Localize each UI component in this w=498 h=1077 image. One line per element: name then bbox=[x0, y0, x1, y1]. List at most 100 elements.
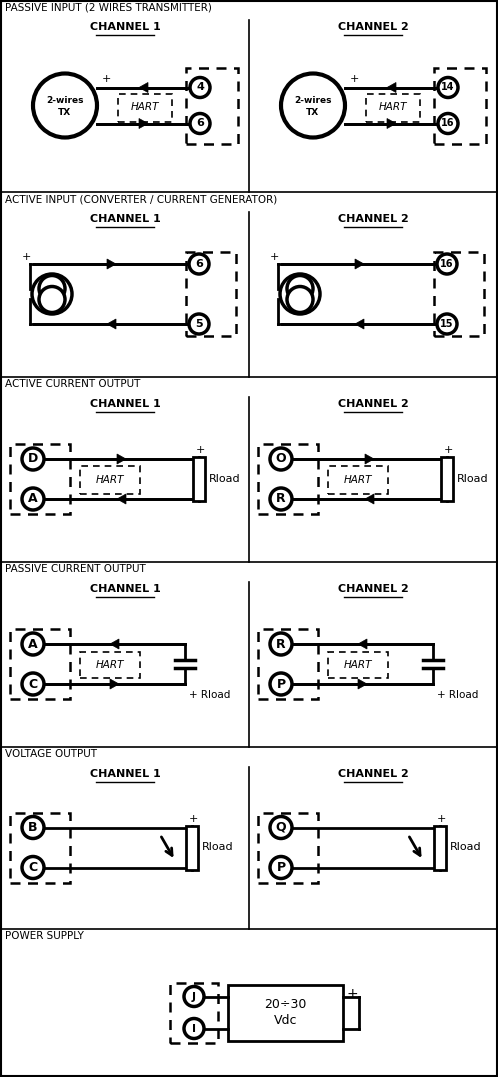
Circle shape bbox=[39, 276, 65, 302]
Bar bbox=[258, 629, 318, 699]
Circle shape bbox=[287, 276, 313, 302]
Circle shape bbox=[270, 448, 292, 470]
Text: 2-wires: 2-wires bbox=[294, 96, 332, 104]
Text: +: + bbox=[444, 445, 453, 454]
Text: HART: HART bbox=[131, 102, 159, 112]
Text: +: + bbox=[196, 445, 205, 454]
Polygon shape bbox=[355, 319, 364, 328]
Text: O: O bbox=[276, 452, 286, 465]
Bar bbox=[118, 94, 172, 122]
Text: CHANNEL 1: CHANNEL 1 bbox=[90, 584, 160, 595]
Text: HART: HART bbox=[96, 475, 124, 485]
Text: R: R bbox=[276, 638, 286, 651]
Text: PASSIVE CURRENT OUTPUT: PASSIVE CURRENT OUTPUT bbox=[5, 564, 146, 574]
Text: TX: TX bbox=[58, 108, 72, 117]
Bar bbox=[193, 457, 205, 501]
Text: PASSIVE INPUT (2 WIRES TRANSMITTER): PASSIVE INPUT (2 WIRES TRANSMITTER) bbox=[5, 2, 212, 12]
Text: J: J bbox=[192, 992, 196, 1002]
Text: Rload: Rload bbox=[450, 842, 482, 853]
Bar bbox=[186, 252, 236, 336]
Text: VOLTAGE OUTPUT: VOLTAGE OUTPUT bbox=[5, 749, 97, 759]
Text: A: A bbox=[28, 492, 38, 505]
Text: 6: 6 bbox=[196, 118, 204, 128]
Text: P: P bbox=[276, 677, 285, 690]
Bar bbox=[80, 652, 140, 679]
Circle shape bbox=[190, 113, 210, 134]
Bar bbox=[328, 652, 388, 679]
Text: HART: HART bbox=[379, 102, 407, 112]
Text: +: + bbox=[102, 74, 112, 84]
Text: B: B bbox=[28, 821, 38, 834]
Polygon shape bbox=[355, 258, 364, 269]
Circle shape bbox=[270, 673, 292, 695]
Polygon shape bbox=[139, 83, 148, 93]
Bar bbox=[434, 68, 486, 143]
Bar bbox=[258, 812, 318, 882]
Polygon shape bbox=[139, 118, 148, 128]
Bar bbox=[10, 444, 70, 514]
Circle shape bbox=[184, 1019, 204, 1038]
Text: CHANNEL 2: CHANNEL 2 bbox=[338, 398, 408, 409]
Polygon shape bbox=[117, 494, 126, 504]
Text: CHANNEL 2: CHANNEL 2 bbox=[338, 214, 408, 224]
Bar bbox=[328, 466, 388, 494]
Text: 20÷30: 20÷30 bbox=[264, 998, 307, 1011]
Text: +: + bbox=[347, 988, 359, 1002]
Text: CHANNEL 1: CHANNEL 1 bbox=[90, 22, 160, 32]
Circle shape bbox=[287, 286, 313, 312]
Bar bbox=[10, 629, 70, 699]
Text: Rload: Rload bbox=[457, 474, 489, 484]
Circle shape bbox=[22, 488, 44, 510]
Text: CHANNEL 1: CHANNEL 1 bbox=[90, 769, 160, 779]
Text: +: + bbox=[22, 252, 31, 262]
Text: POWER SUPPLY: POWER SUPPLY bbox=[5, 931, 84, 941]
Circle shape bbox=[190, 78, 210, 98]
Bar bbox=[10, 812, 70, 882]
Text: C: C bbox=[28, 677, 37, 690]
Circle shape bbox=[22, 633, 44, 655]
Polygon shape bbox=[107, 319, 116, 328]
Circle shape bbox=[437, 314, 457, 334]
Circle shape bbox=[184, 987, 204, 1007]
Text: +: + bbox=[270, 252, 279, 262]
Polygon shape bbox=[358, 679, 367, 689]
Text: Rload: Rload bbox=[202, 842, 234, 853]
Polygon shape bbox=[358, 639, 367, 649]
Polygon shape bbox=[387, 118, 396, 128]
Text: 4: 4 bbox=[196, 83, 204, 93]
Circle shape bbox=[438, 113, 458, 134]
Text: P: P bbox=[276, 861, 285, 875]
Text: HART: HART bbox=[344, 475, 372, 485]
Text: CHANNEL 2: CHANNEL 2 bbox=[338, 769, 408, 779]
Bar bbox=[366, 94, 420, 122]
Bar bbox=[80, 466, 140, 494]
Text: CHANNEL 1: CHANNEL 1 bbox=[90, 214, 160, 224]
Text: ACTIVE CURRENT OUTPUT: ACTIVE CURRENT OUTPUT bbox=[5, 379, 140, 389]
Text: 6: 6 bbox=[195, 258, 203, 269]
Text: CHANNEL 1: CHANNEL 1 bbox=[90, 398, 160, 409]
Circle shape bbox=[281, 73, 345, 138]
Polygon shape bbox=[110, 679, 119, 689]
Text: 5: 5 bbox=[195, 319, 203, 328]
Circle shape bbox=[270, 816, 292, 839]
Polygon shape bbox=[110, 639, 119, 649]
Bar bbox=[228, 984, 343, 1040]
Circle shape bbox=[438, 78, 458, 98]
Circle shape bbox=[22, 816, 44, 839]
Circle shape bbox=[22, 856, 44, 879]
Circle shape bbox=[39, 286, 65, 312]
Text: CHANNEL 2: CHANNEL 2 bbox=[338, 584, 408, 595]
Circle shape bbox=[189, 314, 209, 334]
Text: Rload: Rload bbox=[209, 474, 241, 484]
Text: I: I bbox=[192, 1023, 196, 1034]
Circle shape bbox=[437, 254, 457, 274]
Circle shape bbox=[270, 488, 292, 510]
Text: 14: 14 bbox=[441, 83, 455, 93]
Bar bbox=[441, 457, 453, 501]
Text: HART: HART bbox=[344, 660, 372, 670]
Circle shape bbox=[270, 856, 292, 879]
Polygon shape bbox=[387, 83, 396, 93]
Bar bbox=[170, 982, 218, 1043]
Text: R: R bbox=[276, 492, 286, 505]
Text: TX: TX bbox=[306, 108, 320, 117]
